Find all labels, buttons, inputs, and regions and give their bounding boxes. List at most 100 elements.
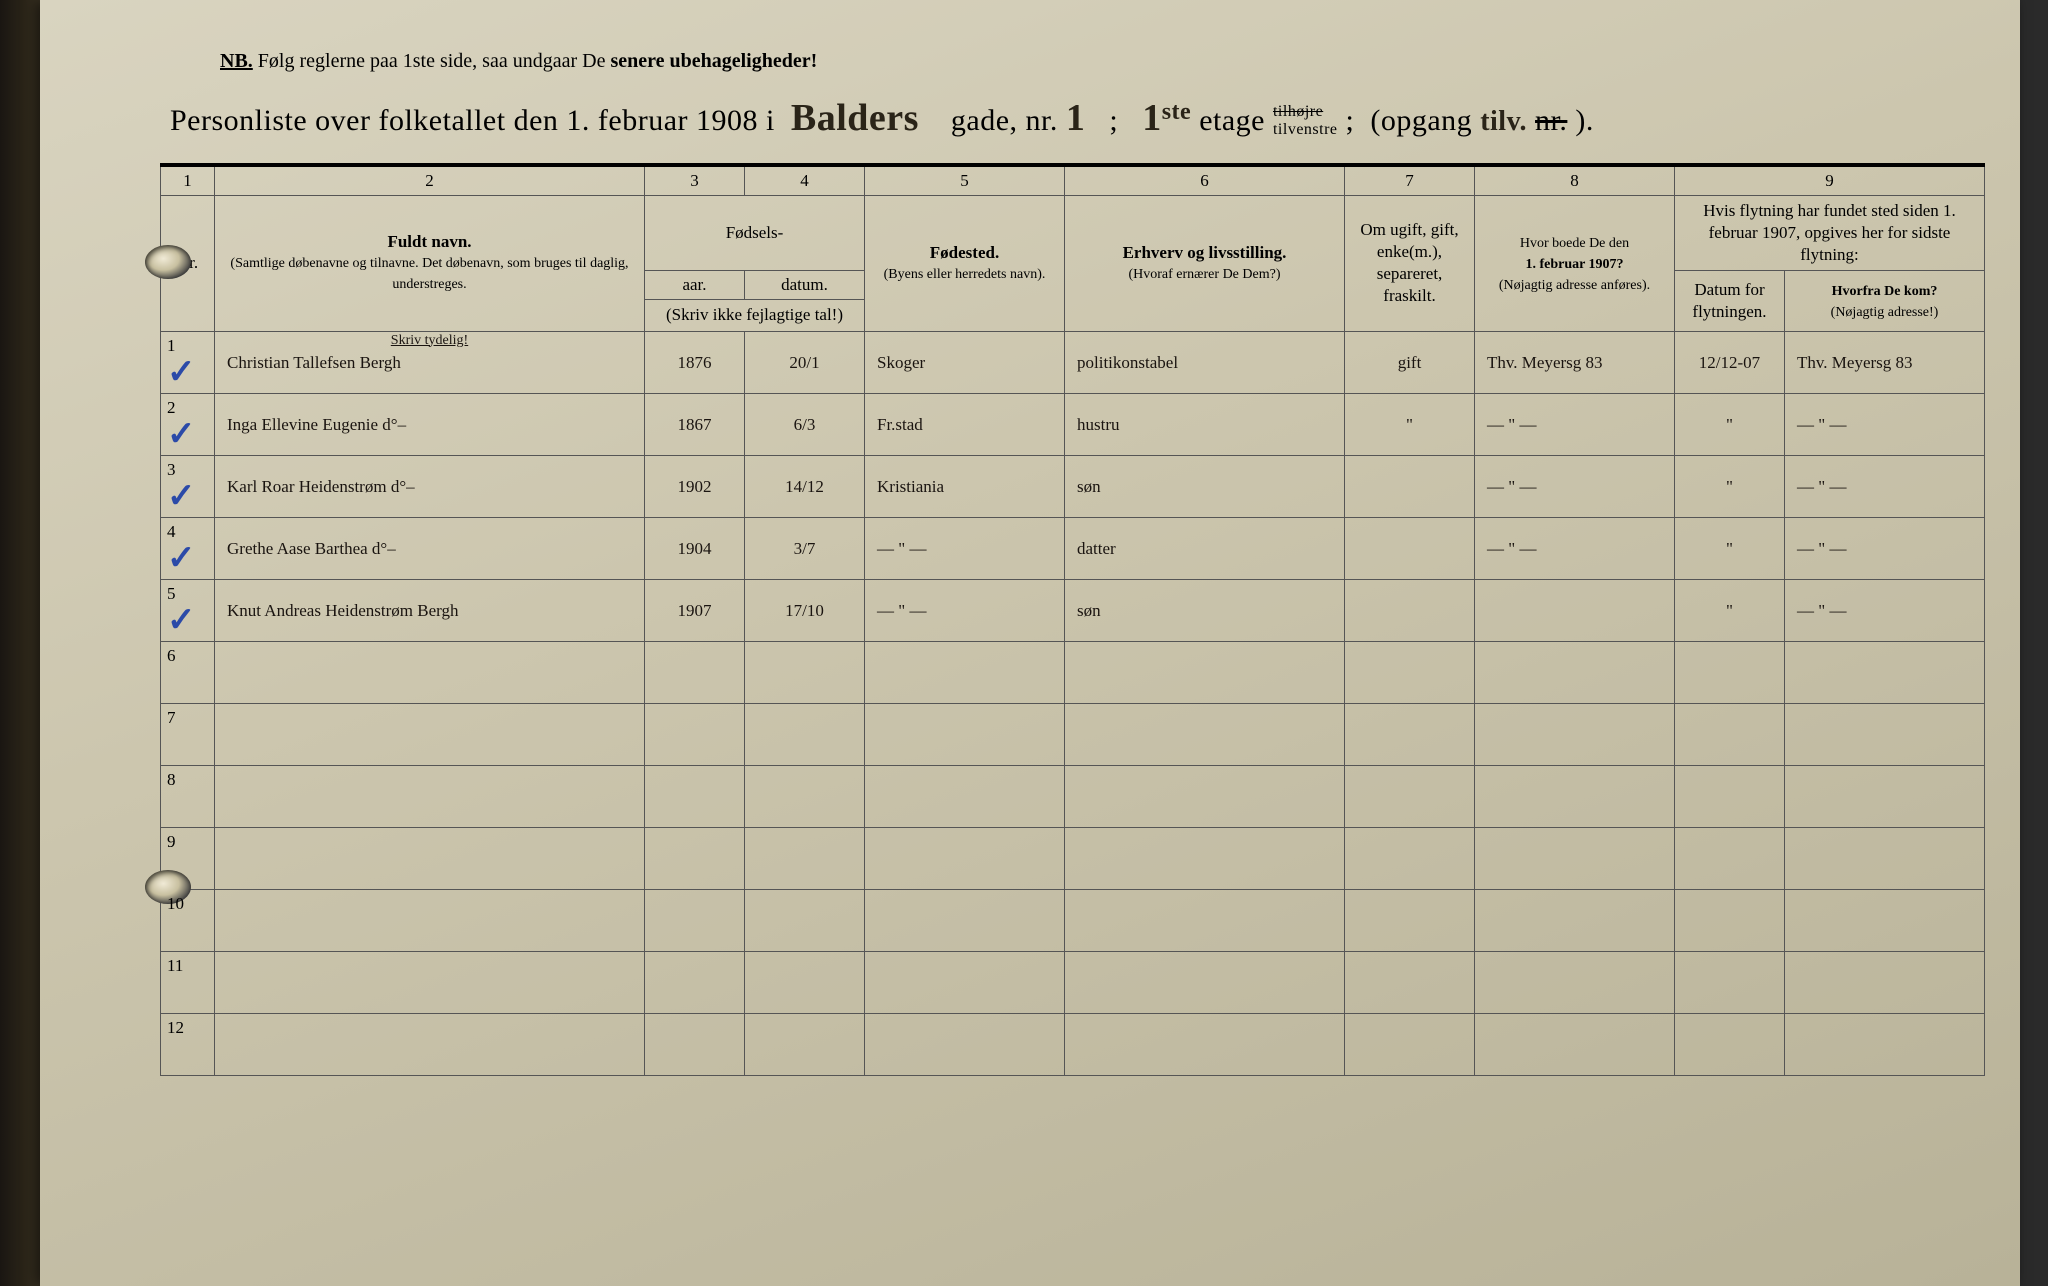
row-number: 11 xyxy=(161,951,215,1013)
row-number: 8 xyxy=(161,765,215,827)
cell-year: 1867 xyxy=(645,393,745,455)
check-mark-icon: ✓ xyxy=(167,600,196,640)
cell-birthplace: — " — xyxy=(865,579,1065,641)
title-pre: Personliste over folketallet den 1. febr… xyxy=(170,104,775,137)
row-number: 4✓ xyxy=(161,517,215,579)
th-status: Om ugift, gift, enke(m.), separeret, fra… xyxy=(1345,196,1475,331)
cell-year: 1902 xyxy=(645,455,745,517)
th-occupation: Erhverv og livsstilling. (Hvoraf ernærer… xyxy=(1065,196,1345,331)
nb-text: Følg reglerne paa 1ste side, saa undgaar… xyxy=(258,50,611,72)
cell-move-from: — " — xyxy=(1785,579,1985,641)
th-name: Fuldt navn. (Samtlige døbenavne og tilna… xyxy=(215,196,645,331)
cell-date: 17/10 xyxy=(745,579,865,641)
th-place: Fødested. (Byens eller herredets navn). xyxy=(865,196,1065,331)
th-datum: datum. xyxy=(745,271,865,300)
row-number: 1✓ xyxy=(161,331,215,393)
colnum: 1 xyxy=(161,165,215,196)
colnum: 6 xyxy=(1065,165,1345,196)
row-number: 7 xyxy=(161,703,215,765)
cell-name: Karl Roar Heidenstrøm d°– xyxy=(215,455,645,517)
header-row-1: Nr. Fuldt navn. (Samtlige døbenavne og t… xyxy=(161,196,1985,271)
table-row: 4✓Grethe Aase Barthea d°–19043/7— " —dat… xyxy=(161,517,1985,579)
cell-status: gift xyxy=(1345,331,1475,393)
nb-warning: NB. Følg reglerne paa 1ste side, saa und… xyxy=(220,50,1950,73)
colnum: 8 xyxy=(1475,165,1675,196)
check-mark-icon: ✓ xyxy=(167,352,196,392)
cell-name: Inga Ellevine Eugenie d°– xyxy=(215,393,645,455)
table-row: 12 xyxy=(161,1013,1985,1075)
binder-hole xyxy=(145,245,191,279)
cell-occupation: søn xyxy=(1065,579,1345,641)
colnum: 3 xyxy=(645,165,745,196)
row-number: 5✓ xyxy=(161,579,215,641)
cell-status xyxy=(1345,455,1475,517)
cell-status xyxy=(1345,579,1475,641)
cell-occupation: søn xyxy=(1065,455,1345,517)
census-table: 1 2 3 4 5 6 7 8 9 Nr. Fuldt navn. (Samtl… xyxy=(160,163,1985,1075)
th-move-date: Datum for flytningen. xyxy=(1675,271,1785,331)
cell-move-date: " xyxy=(1675,455,1785,517)
check-mark-icon: ✓ xyxy=(167,538,196,578)
table-row: 10 xyxy=(161,889,1985,951)
th-fodsels: Fødsels- xyxy=(645,196,865,271)
cell-prev-addr: Thv. Meyersg 83 xyxy=(1475,331,1675,393)
cell-birthplace: Kristiania xyxy=(865,455,1065,517)
title-line: Personliste over folketallet den 1. febr… xyxy=(170,103,1950,138)
cell-move-from: Thv. Meyersg 83 xyxy=(1785,331,1985,393)
cell-move-date: " xyxy=(1675,393,1785,455)
colnum: 7 xyxy=(1345,165,1475,196)
table-row: 1✓Skriv tydelig!Christian Tallefsen Berg… xyxy=(161,331,1985,393)
th-move: Hvis flytning har fundet sted siden 1. f… xyxy=(1675,196,1985,271)
cell-move-date: 12/12-07 xyxy=(1675,331,1785,393)
table-row: 6 xyxy=(161,641,1985,703)
table-row: 11 xyxy=(161,951,1985,1013)
cell-prev-addr: — " — xyxy=(1475,517,1675,579)
floor-nr: 1 xyxy=(1142,103,1162,133)
colnum: 4 xyxy=(745,165,865,196)
cell-occupation: politikonstabel xyxy=(1065,331,1345,393)
cell-name: Grethe Aase Barthea d°– xyxy=(215,517,645,579)
cell-date: 6/3 xyxy=(745,393,865,455)
cell-prev-addr: — " — xyxy=(1475,455,1675,517)
table-row: 5✓Knut Andreas Heidenstrøm Bergh190717/1… xyxy=(161,579,1985,641)
row-number: 2✓ xyxy=(161,393,215,455)
cell-year: 1876 xyxy=(645,331,745,393)
table-row: 8 xyxy=(161,765,1985,827)
cell-date: 3/7 xyxy=(745,517,865,579)
cell-prev-addr: — " — xyxy=(1475,393,1675,455)
th-move-from: Hvorfra De kom? (Nøjagtig adresse!) xyxy=(1785,271,1985,331)
cell-occupation: hustru xyxy=(1065,393,1345,455)
table-row: 3✓Karl Roar Heidenstrøm d°–190214/12Kris… xyxy=(161,455,1985,517)
opgang-nr-struck: nr. xyxy=(1535,104,1567,137)
skriv-tydelig-label: Skriv tydelig! xyxy=(391,334,468,348)
cell-move-from: — " — xyxy=(1785,393,1985,455)
row-number: 3✓ xyxy=(161,455,215,517)
table-row: 2✓Inga Ellevine Eugenie d°–18676/3Fr.sta… xyxy=(161,393,1985,455)
cell-year: 1904 xyxy=(645,517,745,579)
cell-name: Knut Andreas Heidenstrøm Bergh xyxy=(215,579,645,641)
colnum: 9 xyxy=(1675,165,1985,196)
th-aar: aar. xyxy=(645,271,745,300)
cell-move-from: — " — xyxy=(1785,517,1985,579)
cell-status: " xyxy=(1345,393,1475,455)
cell-birthplace: — " — xyxy=(865,517,1065,579)
street-name: Balders xyxy=(791,103,919,133)
cell-status xyxy=(1345,517,1475,579)
gade-label: gade, nr. xyxy=(951,104,1058,137)
row-number: 6 xyxy=(161,641,215,703)
table-row: 7 xyxy=(161,703,1985,765)
cell-move-from: — " — xyxy=(1785,455,1985,517)
etage-label: etage xyxy=(1199,104,1265,137)
th-prev-addr: Hvor boede De den 1. februar 1907? (Nøja… xyxy=(1475,196,1675,331)
cell-year: 1907 xyxy=(645,579,745,641)
check-mark-icon: ✓ xyxy=(167,414,196,454)
floor-suffix: ste xyxy=(1162,103,1191,122)
cell-date: 20/1 xyxy=(745,331,865,393)
nb-prefix: NB. xyxy=(220,50,253,72)
cell-birthplace: Skoger xyxy=(865,331,1065,393)
column-number-row: 1 2 3 4 5 6 7 8 9 xyxy=(161,165,1985,196)
cell-move-date: " xyxy=(1675,579,1785,641)
cell-birthplace: Fr.stad xyxy=(865,393,1065,455)
census-page: NB. Følg reglerne paa 1ste side, saa und… xyxy=(40,0,2020,1286)
colnum: 2 xyxy=(215,165,645,196)
